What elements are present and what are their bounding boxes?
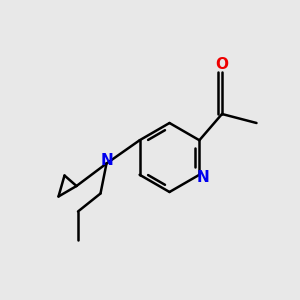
Text: N: N [100,153,113,168]
Text: O: O [215,57,229,72]
Text: N: N [196,170,209,184]
